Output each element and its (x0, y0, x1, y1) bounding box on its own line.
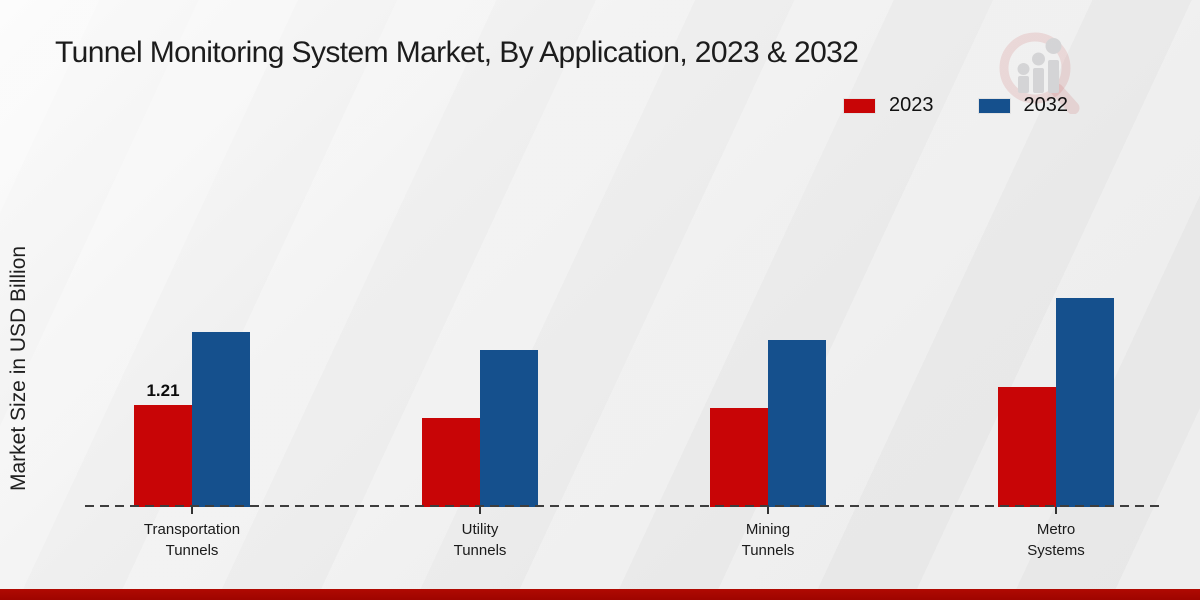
bar-2032-transportation-tunnels (192, 331, 250, 507)
bar-2032-metro-systems (1056, 297, 1114, 507)
bar-group-3: Mining Tunnels (624, 247, 912, 559)
category-label-1: Transportation Tunnels (143, 521, 241, 559)
plot-area: 1.21 Transportation Tunnels Utility Tunnel… (48, 247, 1200, 559)
bars-row (912, 247, 1200, 507)
bars-row: 1.21 (48, 247, 336, 507)
bar-group-1: 1.21 Transportation Tunnels (48, 247, 336, 559)
bar-2032-mining-tunnels (768, 340, 826, 507)
bar-2023-metro-systems (998, 387, 1056, 507)
legend-swatch-2032 (977, 97, 1011, 114)
bars-row (336, 247, 624, 507)
bar-group-2: Utility Tunnels (336, 247, 624, 559)
x-axis-baseline (85, 505, 1165, 507)
bar-2032-utility-tunnels (480, 350, 538, 507)
y-axis-label: Market Size in USD Billion (7, 245, 30, 491)
bar-2023-utility-tunnels (422, 417, 480, 507)
magnifier-bar-chart-logo-icon (995, 26, 1083, 115)
x-axis-tick (479, 507, 481, 514)
legend: 2023 2032 (843, 94, 1068, 117)
footer-accent-bar (0, 589, 1200, 600)
category-label-4: Metro Systems (1027, 521, 1085, 559)
legend-label-2032: 2032 (1023, 94, 1069, 116)
category-label-3: Mining Tunnels (741, 521, 795, 559)
bar-2023-mining-tunnels (710, 408, 768, 507)
x-axis-tick (767, 507, 769, 514)
legend-item-2023: 2023 (843, 94, 934, 117)
legend-item-2032: 2032 (977, 94, 1069, 117)
bar-2023-transportation-tunnels: 1.21 (134, 381, 192, 507)
x-axis-tick (191, 507, 193, 514)
bar-value-label: 1.21 (146, 381, 180, 400)
category-label-2: Utility Tunnels (453, 521, 507, 559)
legend-swatch-2023 (843, 97, 876, 114)
x-axis-tick (1055, 507, 1057, 514)
bars-row (624, 247, 912, 507)
bar-group-4: Metro Systems (912, 247, 1200, 559)
legend-label-2023: 2023 (889, 94, 934, 116)
chart-title: Tunnel Monitoring System Market, By Appl… (55, 36, 859, 69)
